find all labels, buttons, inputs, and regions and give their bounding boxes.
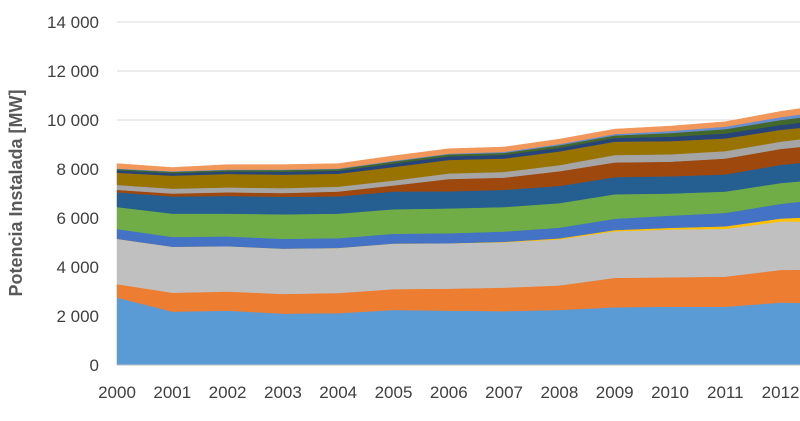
y-tick-label: 6 000 <box>56 209 99 228</box>
x-tick-label: 2000 <box>98 383 136 402</box>
area-series-14 <box>116 108 800 172</box>
y-tick-label: 14 000 <box>47 13 99 32</box>
x-tick-label: 2005 <box>375 383 413 402</box>
x-tick-label: 2001 <box>153 383 191 402</box>
x-tick-label: 2002 <box>209 383 247 402</box>
y-tick-label: 4 000 <box>56 258 99 277</box>
x-tick-label: 2011 <box>707 383 744 402</box>
y-tick-label: 10 000 <box>47 111 99 130</box>
area-series <box>116 108 800 366</box>
x-tick-label: 2004 <box>319 383 357 402</box>
x-tick-label: 2006 <box>430 383 468 402</box>
y-tick-label: 2 000 <box>56 307 99 326</box>
y-tick-label: 12 000 <box>47 62 99 81</box>
x-tick-label: 2008 <box>540 383 578 402</box>
y-axis-title: Potencia Instalada [MW] <box>6 89 26 296</box>
x-tick-label: 2007 <box>485 383 523 402</box>
y-tick-label: 8 000 <box>56 160 99 179</box>
y-tick-label: 0 <box>90 356 99 375</box>
x-tick-label: 2012 <box>762 383 800 402</box>
x-tick-labels: 2000 2001 2002 2003 2004 2005 2006 2007 2008 2009… <box>98 383 800 402</box>
x-tick-label: 2009 <box>596 383 634 402</box>
x-tick-label: 2010 <box>651 383 689 402</box>
x-tick-label: 2003 <box>264 383 302 402</box>
y-tick-labels: 0 2 000 4 000 6 000 8 000 10 000 12 000 14 000 <box>47 13 99 375</box>
